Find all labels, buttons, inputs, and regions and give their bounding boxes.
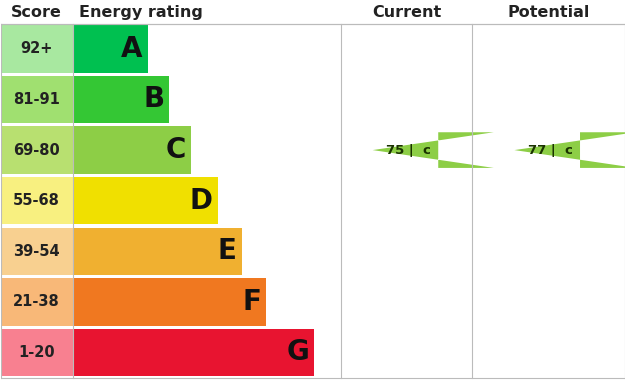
Bar (73, 278, 266, 326)
Bar (1, 126, 73, 174)
Bar (73, 177, 218, 224)
Text: 69-80: 69-80 (13, 142, 60, 158)
Text: 39-54: 39-54 (13, 244, 60, 259)
Text: Score: Score (11, 5, 62, 19)
Text: 81-91: 81-91 (13, 92, 60, 107)
Bar (1, 227, 73, 275)
Bar (73, 76, 169, 123)
Bar (73, 25, 148, 73)
Bar (1, 329, 73, 376)
Text: 77 |  c: 77 | c (528, 144, 573, 157)
Bar (1, 278, 73, 326)
Bar (73, 126, 191, 174)
Text: B: B (143, 85, 164, 114)
Text: Energy rating: Energy rating (79, 5, 203, 19)
Text: 1-20: 1-20 (18, 345, 55, 360)
Bar (1, 177, 73, 224)
Text: A: A (121, 35, 143, 63)
Text: Potential: Potential (508, 5, 590, 19)
Text: D: D (190, 187, 213, 215)
Text: 21-38: 21-38 (13, 295, 60, 309)
Text: 75 |  c: 75 | c (386, 144, 431, 157)
Bar (73, 329, 314, 376)
Polygon shape (515, 132, 626, 168)
Text: 92+: 92+ (21, 42, 53, 56)
Text: Current: Current (372, 5, 441, 19)
Bar (1, 76, 73, 123)
Text: E: E (218, 237, 237, 265)
Text: C: C (165, 136, 186, 164)
Text: 55-68: 55-68 (13, 193, 60, 208)
Polygon shape (372, 132, 494, 168)
Text: G: G (287, 338, 309, 367)
Text: F: F (242, 288, 261, 316)
Bar (1, 25, 73, 73)
Bar (73, 227, 242, 275)
